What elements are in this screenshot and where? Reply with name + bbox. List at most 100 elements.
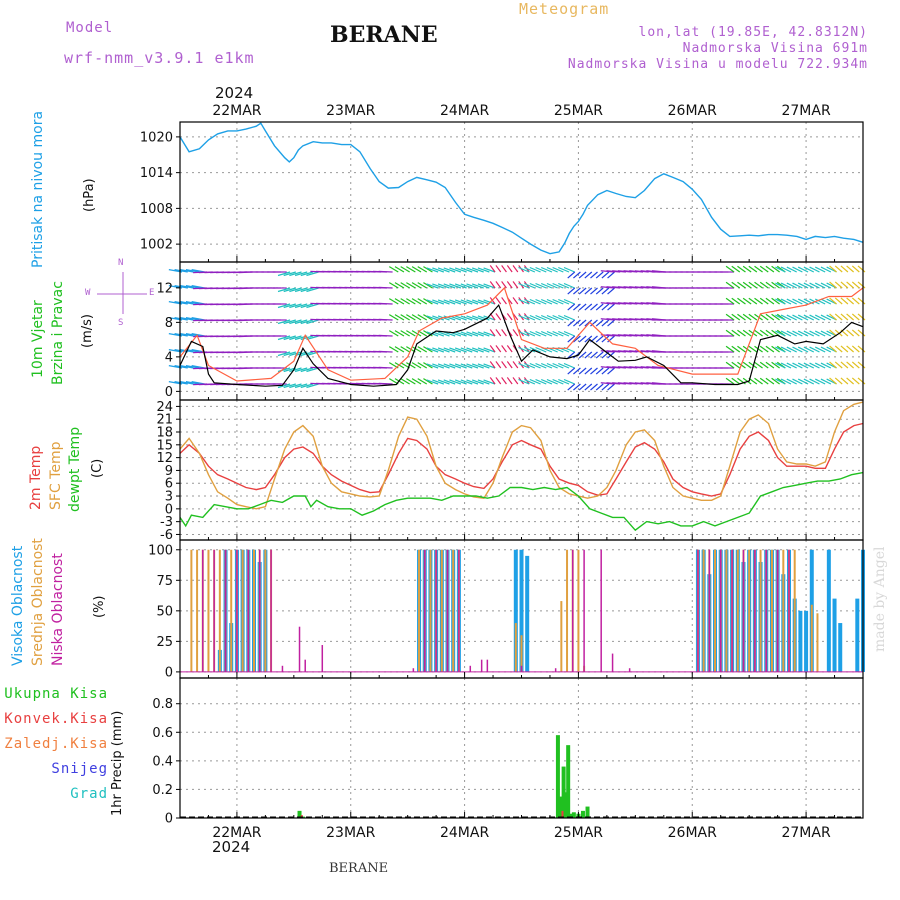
wind-arrow	[803, 282, 815, 289]
wind-arrow	[846, 329, 855, 337]
wind-arrow	[460, 283, 473, 289]
wind-arrow	[829, 265, 837, 273]
panel-frame-pressure	[179, 121, 864, 263]
wind-arrow	[477, 299, 490, 305]
wind-arrow	[406, 266, 416, 273]
cloud-bar-high	[838, 623, 843, 672]
y-tick-label: 1002	[140, 238, 173, 253]
wind-arrow	[483, 331, 496, 337]
wind-arrow	[495, 265, 502, 273]
wind-arrow	[495, 281, 502, 289]
wind-arrow	[846, 313, 855, 321]
y-tick-label: 4	[165, 350, 173, 365]
model-label: Model	[66, 20, 114, 36]
wind-arrow	[388, 330, 399, 337]
wind-arrow	[294, 319, 308, 325]
wind-arrow	[601, 383, 610, 391]
wind-arrow	[725, 281, 735, 289]
wind-arrow	[541, 298, 553, 305]
wind-arrow	[803, 362, 815, 369]
wind-arrow	[423, 362, 433, 369]
wind-arrow	[786, 362, 797, 369]
wind-arrow	[394, 330, 405, 337]
cloud-bar-mid	[252, 549, 255, 672]
wind-arrow	[294, 367, 308, 373]
cloud-bar-low	[628, 668, 631, 672]
wind-arrow	[443, 379, 456, 385]
wind-arrow	[573, 383, 581, 391]
wind-arrow	[443, 299, 456, 305]
wind-arrow	[529, 282, 541, 289]
wind-arrow	[765, 265, 775, 273]
wind-arrow	[809, 362, 820, 369]
wind-arrow	[552, 314, 564, 321]
wind-arrow	[797, 378, 809, 385]
cloud-bar-low	[480, 659, 483, 672]
wind-arrow	[466, 315, 479, 321]
wind-arrow	[573, 303, 581, 311]
wind-arrow	[829, 313, 837, 321]
wind-arrow	[578, 319, 587, 327]
wind-arrow	[748, 313, 758, 321]
wind-arrow	[814, 266, 826, 273]
x-tick-label-top: 25MAR	[554, 103, 603, 119]
wind-arrow	[797, 282, 809, 289]
wind-arrow	[466, 363, 479, 369]
cloud-bar-low	[469, 665, 472, 672]
wind-arrow	[754, 297, 763, 305]
wind-arrow	[820, 314, 832, 321]
wind-arrow	[759, 297, 769, 305]
wind-arrow	[523, 282, 536, 289]
wind-arrow	[725, 377, 735, 385]
x-tick-label-bottom: 22MAR	[212, 825, 261, 841]
footer-location: BERANE	[329, 861, 389, 876]
wind-arrow	[840, 313, 849, 321]
cloud-bar-low	[458, 549, 460, 672]
wind-arrow	[754, 329, 763, 337]
wind-arrow	[834, 345, 843, 353]
legend-freezing-rain: Zaledj.Kisa	[4, 736, 108, 752]
x-tick-label-bottom: 26MAR	[668, 825, 717, 841]
wind-arrow	[180, 317, 194, 321]
cloud-bar-high	[826, 549, 831, 672]
wind-arrow	[829, 361, 837, 369]
panel-frame-precipitation	[179, 677, 864, 819]
wind-arrow	[489, 329, 496, 337]
cloud-bar-mid	[190, 549, 193, 672]
wind-arrow	[518, 282, 530, 289]
cloud-bar-mid	[196, 549, 199, 672]
wind-arrow	[306, 383, 319, 389]
wind-arrow	[590, 287, 598, 295]
wind-arrow	[765, 345, 775, 353]
pressure-line	[179, 122, 864, 255]
wind-arrow	[541, 282, 553, 289]
wind-arrow	[449, 283, 462, 289]
legend-hail: Grad	[70, 786, 108, 802]
temp-sfc-line	[179, 401, 864, 510]
cloud-bar-mid	[748, 549, 751, 672]
x-tick-label-top: 22MAR	[212, 103, 261, 119]
wind-arrow	[185, 381, 200, 385]
y-tick-label: 0.6	[152, 726, 173, 741]
wind-arrow	[423, 346, 433, 353]
wind-arrow	[584, 303, 593, 311]
wind-arrow	[449, 267, 462, 273]
wind-arrow	[731, 265, 741, 273]
y-tick-label: 50	[156, 604, 173, 619]
wind-arrow	[432, 315, 445, 321]
wind-arrow	[466, 299, 479, 305]
precip-bar-total	[580, 810, 585, 818]
wind-arrow	[771, 361, 780, 369]
wind-arrow	[417, 362, 428, 369]
wind-arrow	[489, 297, 496, 305]
wind-arrow	[820, 378, 832, 385]
wind-arrow	[595, 319, 604, 327]
wind-arrow	[857, 329, 866, 337]
precip-bar-total	[559, 796, 564, 818]
y-tick-label: 12	[156, 281, 173, 296]
wind-arrow	[765, 297, 775, 305]
y-tick-label: 0	[165, 385, 173, 400]
wind-arrow	[771, 313, 780, 321]
y-tick-label: 9	[165, 464, 173, 479]
